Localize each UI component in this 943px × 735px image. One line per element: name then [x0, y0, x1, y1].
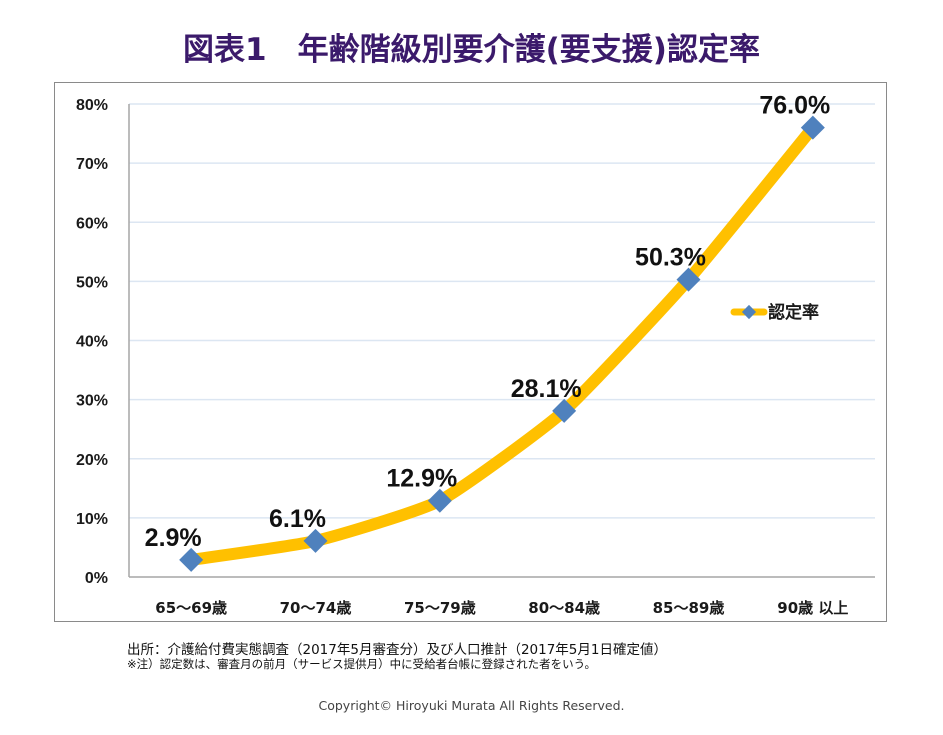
x-axis-ticks: 65～69歳 70～74歳 75～79歳 80～84歳 85～89歳 90歳 以上 [155, 599, 848, 617]
data-label: 2.9% [145, 524, 202, 552]
axes [128, 104, 875, 578]
series-line [190, 123, 818, 566]
data-point-marker [179, 547, 204, 572]
y-tick-label: 10% [76, 511, 108, 528]
chart-frame [54, 82, 887, 622]
gridlines [129, 103, 875, 519]
x-tick-label: 65～69歳 [155, 599, 227, 617]
data-point-marker [800, 115, 825, 140]
source-note: 出所：介護給付費実態調査（2017年5月審査分）及び人口推計（2017年5月1日… [127, 642, 667, 658]
series-markers [179, 115, 825, 572]
y-tick-label: 30% [76, 393, 108, 410]
data-label: 6.1% [269, 505, 326, 533]
copyright: Copyright© Hiroyuki Murata All Rights Re… [318, 698, 625, 713]
x-tick-label: 75～79歳 [404, 599, 476, 617]
y-tick-label: 60% [76, 215, 108, 232]
x-tick-label: 90歳 以上 [777, 599, 848, 617]
data-point-marker [676, 267, 701, 292]
y-tick-label: 70% [76, 156, 108, 173]
footnote: ※注）認定数は、審査月の前月（サービス提供月）中に受給者台帳に登録された者をいう… [127, 657, 596, 671]
legend: 認定率 [730, 302, 819, 323]
y-axis-ticks: 0% 10% 20% 30% 40% 50% 60% 70% 80% [76, 97, 108, 587]
y-tick-label: 80% [76, 97, 108, 114]
data-label: 28.1% [511, 375, 582, 403]
legend-marker-swatch [741, 304, 757, 320]
data-label: 50.3% [635, 244, 706, 272]
x-tick-label: 70～74歳 [280, 599, 352, 617]
y-tick-label: 0% [85, 570, 108, 587]
y-tick-label: 20% [76, 452, 108, 469]
data-point-marker [552, 398, 577, 423]
series-line-path [190, 123, 818, 566]
y-tick-label: 50% [76, 274, 108, 291]
data-point-marker [303, 528, 328, 553]
x-tick-label: 80～84歳 [528, 599, 600, 617]
x-tick-label: 85～89歳 [653, 599, 725, 617]
data-label: 76.0% [759, 92, 830, 120]
data-labels: 2.9% 6.1% 12.9% 28.1% 50.3% 76.0% [145, 92, 831, 552]
chart-title: 図表1 年齢階級別要介護(要支援)認定率 [183, 32, 760, 68]
data-label: 12.9% [386, 465, 457, 493]
data-point-marker [427, 488, 452, 513]
y-tick-label: 40% [76, 334, 108, 351]
legend-label: 認定率 [768, 302, 819, 323]
